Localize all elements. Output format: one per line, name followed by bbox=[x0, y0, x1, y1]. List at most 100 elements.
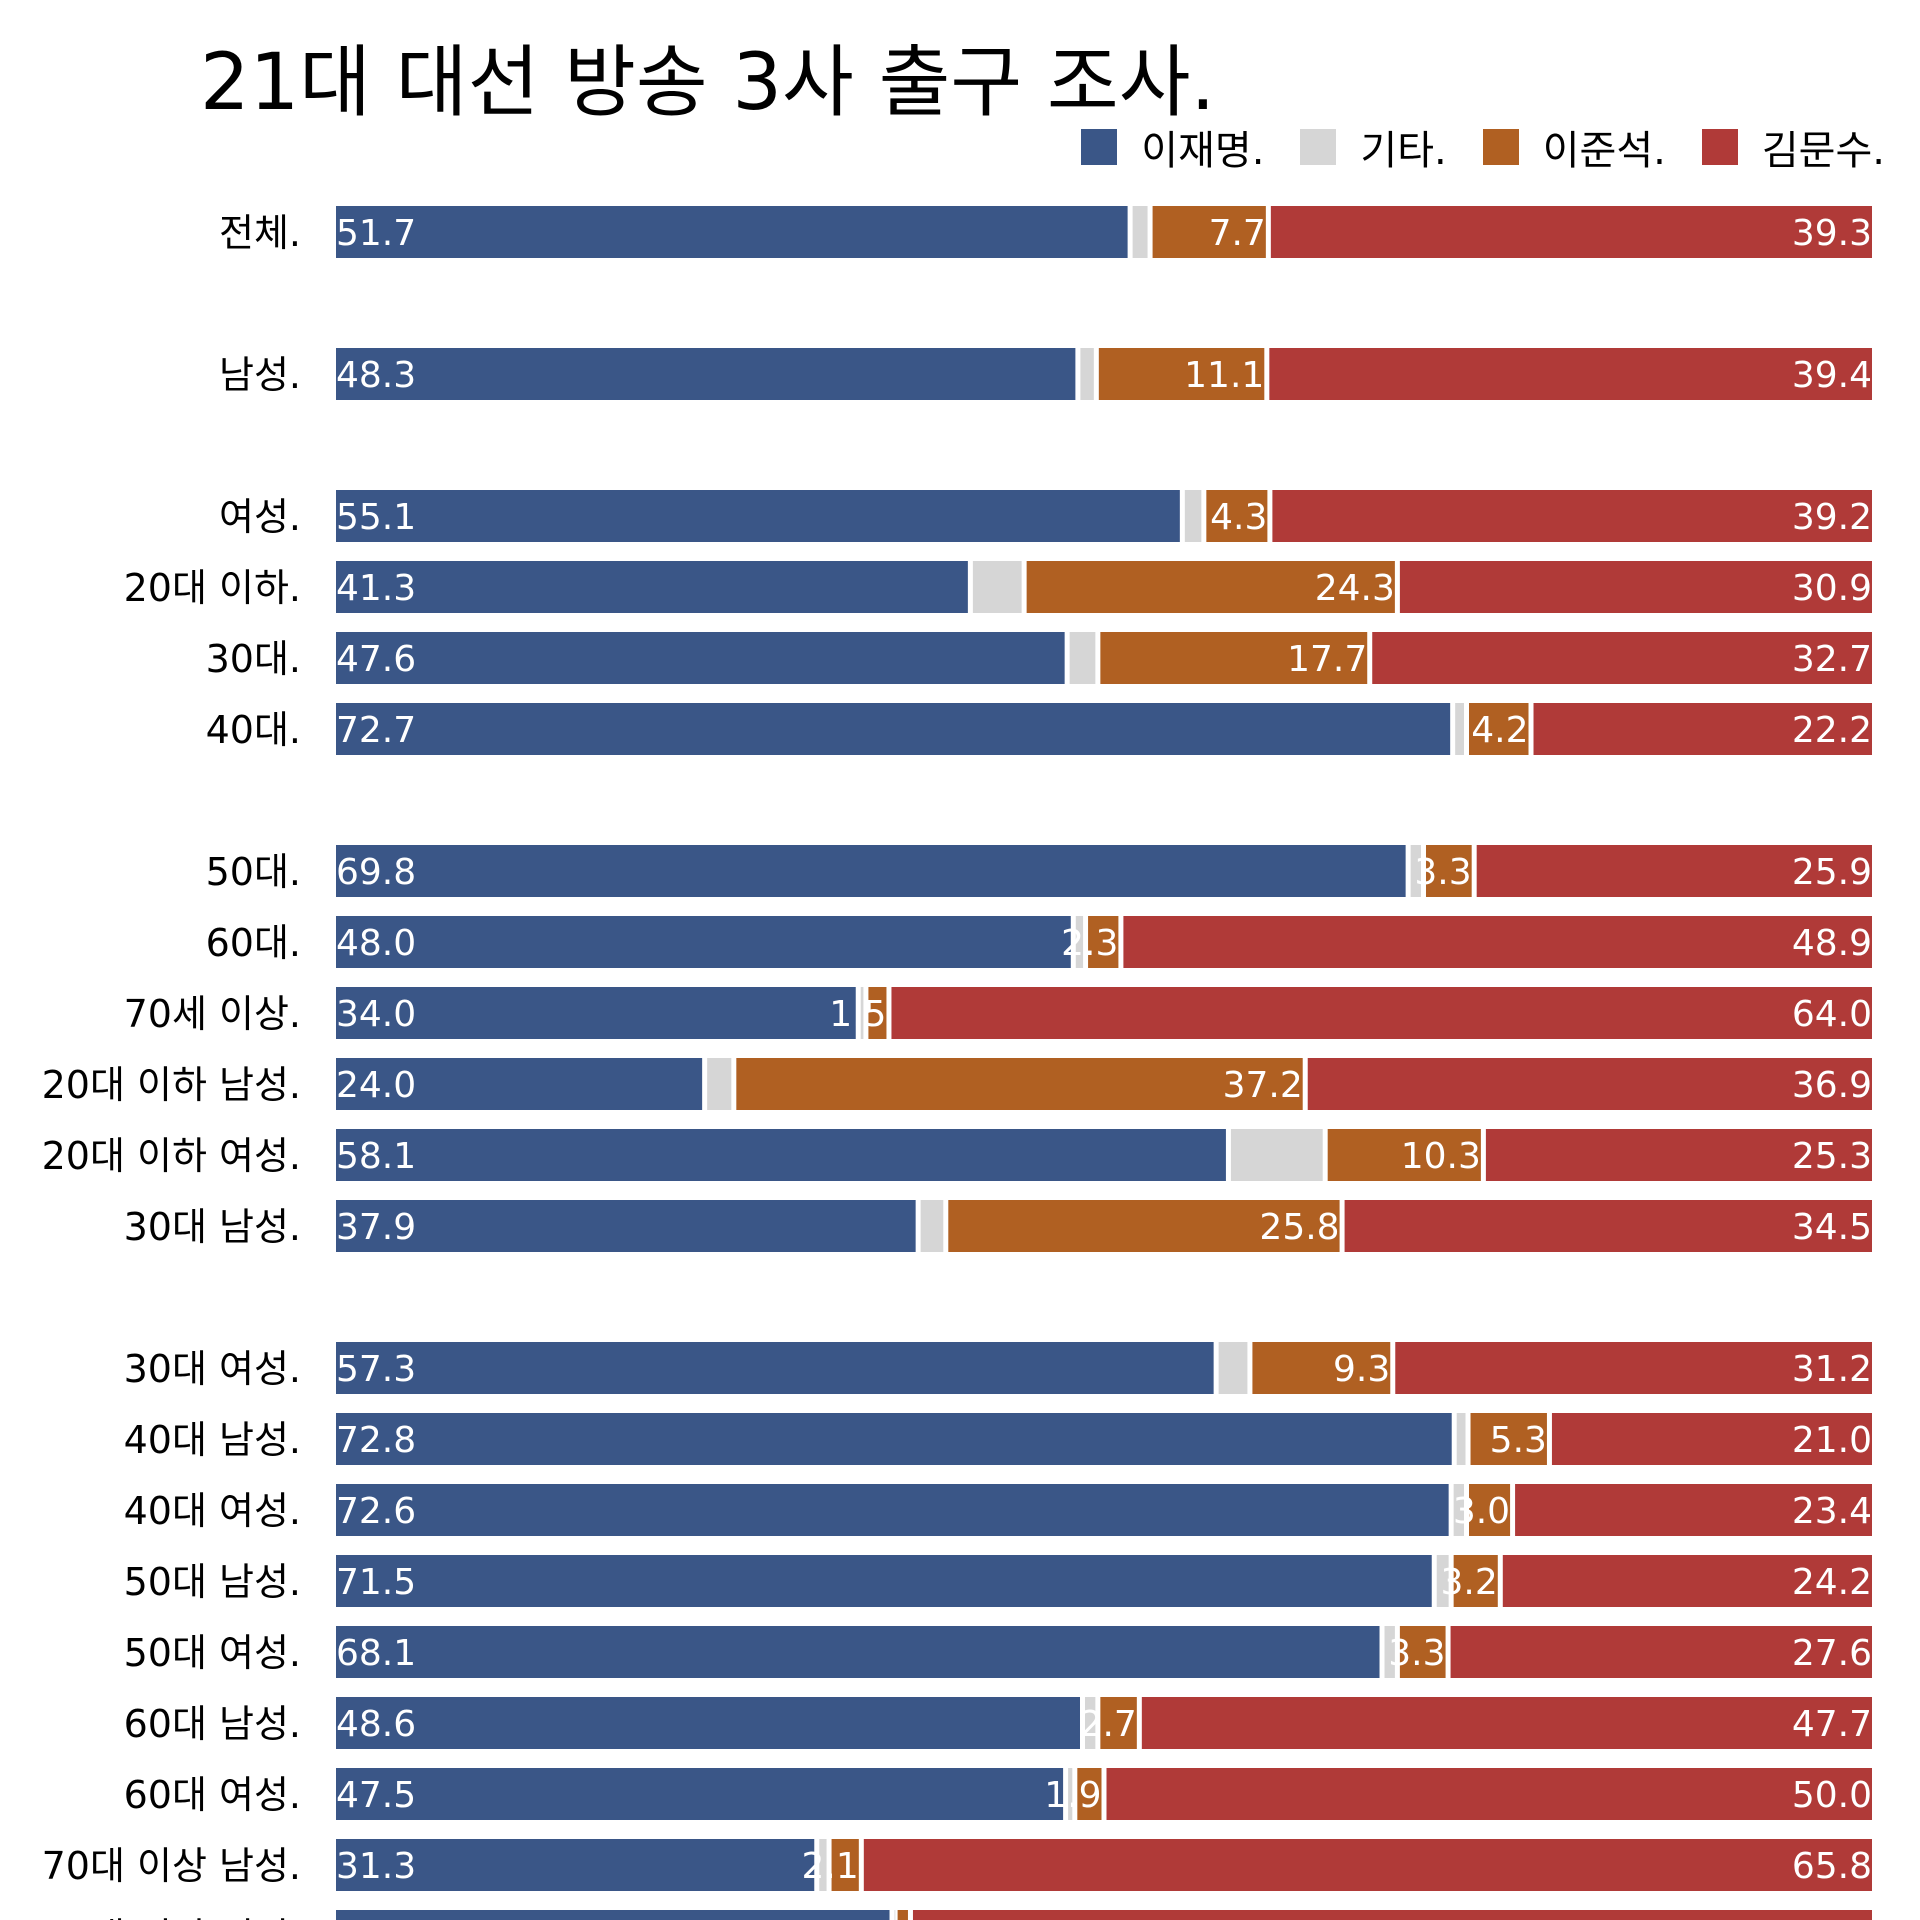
data-label-lee-junseok: 24.3 bbox=[1315, 568, 1395, 609]
bar-segment-kim-moonsoo bbox=[1450, 1626, 1872, 1678]
bar-segment-other bbox=[1455, 703, 1464, 755]
bar-segment-lee-junseok bbox=[1399, 1626, 1446, 1678]
bar-segment-lee-jaemyung bbox=[336, 632, 1065, 684]
legend-item-kim-moonsoo: 김문수. bbox=[1701, 118, 1885, 176]
data-label-lee-junseok: 2.7 bbox=[1080, 1704, 1137, 1745]
bar-segment-lee-junseok bbox=[1206, 490, 1268, 542]
bar-segment-other bbox=[1184, 490, 1202, 542]
data-label-lee-jaemyung: 72.7 bbox=[336, 710, 416, 751]
bar-segment-lee-junseok bbox=[1100, 632, 1368, 684]
category-label: 70대 이상 남성. bbox=[42, 1844, 301, 1888]
bar-segment-other bbox=[707, 1058, 732, 1110]
data-label-lee-junseok: 1.0 bbox=[851, 1917, 908, 1920]
data-label-lee-junseok: 17.7 bbox=[1287, 639, 1367, 680]
bar-segment-kim-moonsoo bbox=[891, 987, 1872, 1039]
bar-segment-other bbox=[1218, 1342, 1248, 1394]
category-label: 30대. bbox=[206, 637, 301, 681]
data-label-kim-moonsoo: 62.6 bbox=[1792, 1917, 1872, 1920]
bar-segment-kim-moonsoo bbox=[1344, 1200, 1872, 1252]
bar-segment-lee-jaemyung bbox=[336, 1910, 890, 1920]
data-label-lee-junseok: 37.2 bbox=[1223, 1065, 1303, 1106]
bar-segment-other bbox=[1085, 1697, 1096, 1749]
bar-segment-other bbox=[1410, 845, 1421, 897]
category-label: 40대 남성. bbox=[124, 1418, 301, 1462]
bar-segment-other bbox=[972, 561, 1022, 613]
bar-segment-kim-moonsoo bbox=[1515, 1484, 1872, 1536]
legend-item-lee-junseok: 이준석. bbox=[1482, 118, 1666, 176]
legend-swatch bbox=[1300, 129, 1337, 165]
bar-segment-other bbox=[1080, 348, 1094, 400]
data-label-lee-junseok: 9.3 bbox=[1333, 1349, 1390, 1390]
legend-item-lee-jaemyung: 이재명. bbox=[1081, 118, 1264, 176]
data-label-lee-jaemyung: 72.6 bbox=[336, 1491, 416, 1532]
chart-title: 21대 대선 방송 3사 출구 조사. bbox=[200, 38, 1216, 128]
bar-segment-lee-jaemyung bbox=[336, 490, 1180, 542]
bar-segment-lee-jaemyung bbox=[336, 1839, 815, 1891]
bar-segment-lee-junseok bbox=[1077, 1768, 1102, 1820]
data-label-lee-jaemyung: 34.0 bbox=[336, 994, 416, 1035]
bar-segment-lee-jaemyung bbox=[336, 1626, 1380, 1678]
bar-segment-kim-moonsoo bbox=[1551, 1413, 1872, 1465]
data-label-kim-moonsoo: 25.3 bbox=[1792, 1136, 1872, 1177]
category-label: 30대 여성. bbox=[124, 1347, 301, 1391]
legend-label: 김문수. bbox=[1761, 128, 1885, 174]
data-label-lee-jaemyung: 58.1 bbox=[336, 1136, 416, 1177]
data-label-lee-jaemyung: 57.3 bbox=[336, 1349, 416, 1390]
bar-segment-lee-junseok bbox=[1026, 561, 1395, 613]
bar-segment-lee-jaemyung bbox=[336, 703, 1451, 755]
data-label-kim-moonsoo: 25.9 bbox=[1792, 852, 1872, 893]
bar-segment-lee-junseok bbox=[897, 1910, 908, 1920]
legend: 이재명. 기타. 이준석. 김문수. bbox=[1045, 118, 1885, 176]
data-label-kim-moonsoo: 39.4 bbox=[1792, 355, 1872, 396]
bar-segment-lee-junseok bbox=[1098, 348, 1265, 400]
bar-segment-other bbox=[1436, 1555, 1449, 1607]
bar-segment-other bbox=[819, 1839, 827, 1891]
bar-segment-lee-jaemyung bbox=[336, 1768, 1064, 1820]
category-label: 20대 이하 남성. bbox=[42, 1063, 301, 1107]
data-label-lee-jaemyung: 48.6 bbox=[336, 1704, 416, 1745]
bar-segment-kim-moonsoo bbox=[1307, 1058, 1872, 1110]
category-label: 40대 여성. bbox=[124, 1489, 301, 1533]
legend-label: 이준석. bbox=[1542, 128, 1666, 174]
bar-segment-other bbox=[1453, 1484, 1464, 1536]
bar-segment-kim-moonsoo bbox=[1123, 916, 1872, 968]
data-label-lee-junseok: 7.7 bbox=[1209, 213, 1266, 254]
bar-segment-lee-jaemyung bbox=[336, 561, 968, 613]
bar-segment-lee-junseok bbox=[868, 987, 887, 1039]
legend-swatch bbox=[1701, 129, 1738, 165]
bar-segment-lee-jaemyung bbox=[336, 987, 856, 1039]
data-label-lee-junseok: 10.3 bbox=[1401, 1136, 1481, 1177]
legend-swatch bbox=[1482, 129, 1519, 165]
bar-segment-kim-moonsoo bbox=[1269, 348, 1872, 400]
bar-segment-other bbox=[1069, 632, 1096, 684]
bar-segment-other bbox=[920, 1200, 944, 1252]
category-label: 70대 이상 여성. bbox=[42, 1915, 301, 1920]
bar-segment-other bbox=[894, 1910, 896, 1920]
bar-segment-lee-jaemyung bbox=[336, 1342, 1214, 1394]
data-label-lee-junseok: 11.1 bbox=[1184, 355, 1264, 396]
data-label-lee-jaemyung: 31.3 bbox=[336, 1846, 416, 1887]
data-label-kim-moonsoo: 31.2 bbox=[1792, 1349, 1872, 1390]
bar-segment-lee-junseok bbox=[1088, 916, 1119, 968]
bar-segment-lee-junseok bbox=[1470, 1413, 1547, 1465]
data-label-lee-jaemyung: 47.5 bbox=[336, 1775, 416, 1816]
category-label: 60대. bbox=[206, 921, 301, 965]
legend-swatch bbox=[1081, 129, 1118, 165]
legend-label: 이재명. bbox=[1141, 128, 1265, 174]
category-label: 30대 남성. bbox=[124, 1205, 301, 1249]
data-label-kim-moonsoo: 65.8 bbox=[1792, 1846, 1872, 1887]
bar-segment-other bbox=[1132, 206, 1148, 258]
bar-segment-lee-jaemyung bbox=[336, 206, 1128, 258]
data-label-lee-junseok: 25.8 bbox=[1259, 1207, 1339, 1248]
category-label: 40대. bbox=[206, 708, 301, 752]
bar-segment-lee-junseok bbox=[1252, 1342, 1391, 1394]
bar-segment-kim-moonsoo bbox=[1106, 1768, 1872, 1820]
bar-segment-lee-jaemyung bbox=[336, 348, 1076, 400]
bar-segment-lee-junseok bbox=[1425, 845, 1472, 897]
bar-segment-kim-moonsoo bbox=[863, 1839, 1872, 1891]
data-label-lee-jaemyung: 55.1 bbox=[336, 497, 416, 538]
bar-segment-lee-junseok bbox=[1469, 703, 1529, 755]
bar-segment-lee-jaemyung bbox=[336, 1555, 1432, 1607]
data-label-kim-moonsoo: 22.2 bbox=[1792, 710, 1872, 751]
